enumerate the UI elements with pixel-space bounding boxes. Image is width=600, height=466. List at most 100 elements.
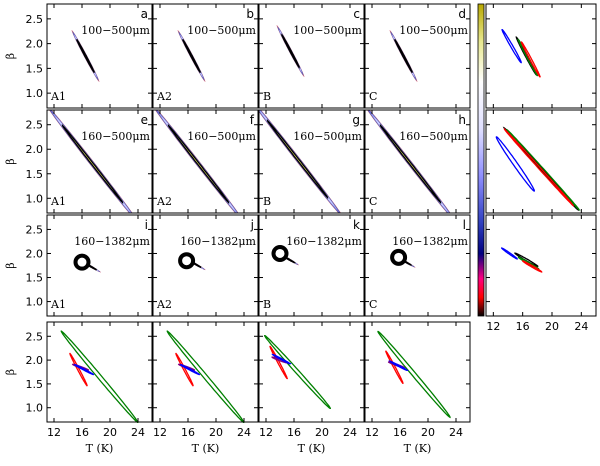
panel-i-best-fit-marker bbox=[73, 253, 91, 271]
panel-b-density bbox=[177, 30, 206, 82]
panel-b-model: A2 bbox=[156, 90, 172, 103]
bottom-panel-1-xtick-label-2: 20 bbox=[209, 426, 223, 439]
panel-f-letter: f bbox=[250, 113, 255, 127]
panel-l-wavelength-range: 160−1382μm bbox=[392, 235, 468, 248]
panel-i-letter: i bbox=[145, 218, 148, 232]
bottom-panel-3-xtick-label-2: 20 bbox=[421, 426, 435, 439]
panel-a-ytick-label-0: 1.0 bbox=[26, 87, 44, 100]
bottom-panel-2-x-axis-label: T (K) bbox=[298, 442, 326, 455]
panel-l-density bbox=[390, 248, 416, 268]
bottom-panel-2-xtick-label-1: 16 bbox=[287, 426, 301, 439]
colorbar bbox=[477, 3, 485, 317]
summary-panel-1-frame bbox=[485, 109, 597, 214]
panel-a-frame bbox=[46, 3, 153, 109]
summary-panel-2-frame bbox=[485, 214, 597, 317]
panel-g-density bbox=[259, 110, 342, 213]
bottom-panel-2-frame bbox=[258, 321, 365, 423]
bottom-panel-2-contour-3 bbox=[271, 353, 292, 365]
summary-panel-1-contour-3 bbox=[503, 127, 574, 208]
panel-i-wavelength-range: 160−1382μm bbox=[74, 235, 150, 248]
bottom-panel-3-contour-1 bbox=[385, 350, 404, 384]
panel-d-density bbox=[389, 30, 418, 82]
y-axis-label-row-1: β bbox=[4, 158, 17, 164]
panel-e-density-level-7 bbox=[79, 147, 106, 181]
panel-g-density-level-7 bbox=[284, 142, 311, 176]
bottom-panel-2-xtick-label-2: 20 bbox=[315, 426, 329, 439]
summary-panel-1-contour-0 bbox=[495, 136, 535, 192]
bottom-panel-3-x-axis-label: T (K) bbox=[404, 442, 432, 455]
panel-g-contour bbox=[266, 119, 329, 200]
panel-h-density-group bbox=[366, 110, 451, 213]
panel-e-letter: e bbox=[141, 113, 148, 127]
panel-b-contour bbox=[182, 39, 201, 73]
panel-i-frame bbox=[46, 214, 153, 317]
panel-j-density-group bbox=[178, 252, 206, 271]
summary-panel-2-contour-0 bbox=[501, 247, 519, 260]
bottom-panel-1-contour-3 bbox=[180, 364, 201, 376]
panel-c-density bbox=[276, 25, 305, 78]
panel-c-letter: c bbox=[353, 7, 360, 21]
panel-l-best-fit-marker bbox=[390, 248, 408, 266]
bottom-panel-1-xtick-label-0: 12 bbox=[153, 426, 167, 439]
panel-a-letter: a bbox=[141, 7, 148, 21]
panel-a-ytick-label-2: 2.0 bbox=[26, 38, 44, 51]
panel-b-frame bbox=[152, 3, 259, 109]
panel-c-frame bbox=[258, 3, 365, 109]
panel-c-contour bbox=[281, 33, 300, 69]
panel-j-model: A2 bbox=[156, 298, 172, 311]
bottom-panel-1-xtick-label-1: 16 bbox=[181, 426, 195, 439]
bottom-panel-0-ytick-label-1: 1.5 bbox=[26, 378, 44, 391]
panel-e-wavelength-range: 160−500μm bbox=[81, 130, 150, 143]
panel-d-density-group bbox=[389, 30, 418, 82]
panel-a-ytick-label-3: 2.5 bbox=[26, 13, 44, 26]
panel-g-letter: g bbox=[352, 113, 360, 127]
panel-h-density-level-7 bbox=[397, 147, 424, 181]
panel-h-density bbox=[366, 110, 451, 213]
panel-f-density-group bbox=[154, 110, 239, 213]
panel-k-density bbox=[271, 244, 299, 266]
bottom-panel-0-xtick-label-2: 20 bbox=[103, 426, 117, 439]
bottom-panel-1-x-axis-label: T (K) bbox=[192, 442, 220, 455]
panel-e-ytick-label-1: 1.5 bbox=[26, 168, 44, 181]
bottom-panel-0-xtick-label-3: 24 bbox=[131, 426, 145, 439]
y-axis-label-row-2: β bbox=[4, 262, 17, 268]
panel-e-contour bbox=[61, 123, 124, 204]
bottom-panel-1-xtick-label-3: 24 bbox=[237, 426, 251, 439]
bottom-panel-0-ytick-label-2: 2.0 bbox=[26, 354, 44, 367]
panel-a-wavelength-range: 100−500μm bbox=[81, 24, 150, 37]
panel-f-model: A2 bbox=[156, 195, 172, 208]
panel-j-letter: j bbox=[250, 218, 254, 232]
y-axis-label-row-3: β bbox=[4, 369, 17, 375]
bottom-panel-3-xtick-label-3: 24 bbox=[449, 426, 463, 439]
panel-j-wavelength-range: 160−1382μm bbox=[180, 235, 256, 248]
summary-panel-0-contour-0 bbox=[501, 28, 522, 64]
bottom-panel-0-xtick-label-0: 12 bbox=[47, 426, 61, 439]
summary-panel-2-xtick-label-0: 12 bbox=[486, 320, 500, 333]
bottom-panel-0-ytick-label-0: 1.0 bbox=[26, 402, 44, 415]
panel-d-contour bbox=[394, 39, 413, 73]
panel-k-model: B bbox=[263, 298, 271, 311]
panel-k-letter: k bbox=[353, 218, 360, 232]
panel-e-frame bbox=[46, 109, 153, 214]
panel-l-model: C bbox=[369, 298, 377, 311]
panel-f-density-level-7 bbox=[185, 147, 212, 181]
panel-e-density bbox=[48, 110, 133, 213]
panel-j-density bbox=[178, 252, 206, 271]
bottom-panel-0-xtick-label-1: 16 bbox=[75, 426, 89, 439]
panel-h-frame bbox=[364, 109, 471, 214]
panel-h-letter: h bbox=[458, 113, 466, 127]
summary-panel-0-frame bbox=[485, 3, 597, 109]
panel-e-ytick-label-0: 1.0 bbox=[26, 192, 44, 205]
bottom-panel-3-xtick-label-0: 12 bbox=[365, 426, 379, 439]
panel-g-frame bbox=[258, 109, 365, 214]
panel-e-density-group bbox=[48, 110, 133, 213]
panel-b-density-group bbox=[177, 30, 206, 82]
bottom-panel-0-contour-0 bbox=[60, 330, 139, 423]
bottom-panel-3-xtick-label-1: 16 bbox=[393, 426, 407, 439]
panel-a-model: A1 bbox=[50, 90, 66, 103]
bottom-panel-1-contour-1 bbox=[175, 352, 194, 387]
panel-d-letter: d bbox=[458, 7, 466, 21]
summary-panel-0-contour-3 bbox=[520, 41, 541, 78]
summary-panel-2-contour-3 bbox=[522, 260, 543, 273]
panel-c-wavelength-range: 100−500μm bbox=[293, 24, 362, 37]
